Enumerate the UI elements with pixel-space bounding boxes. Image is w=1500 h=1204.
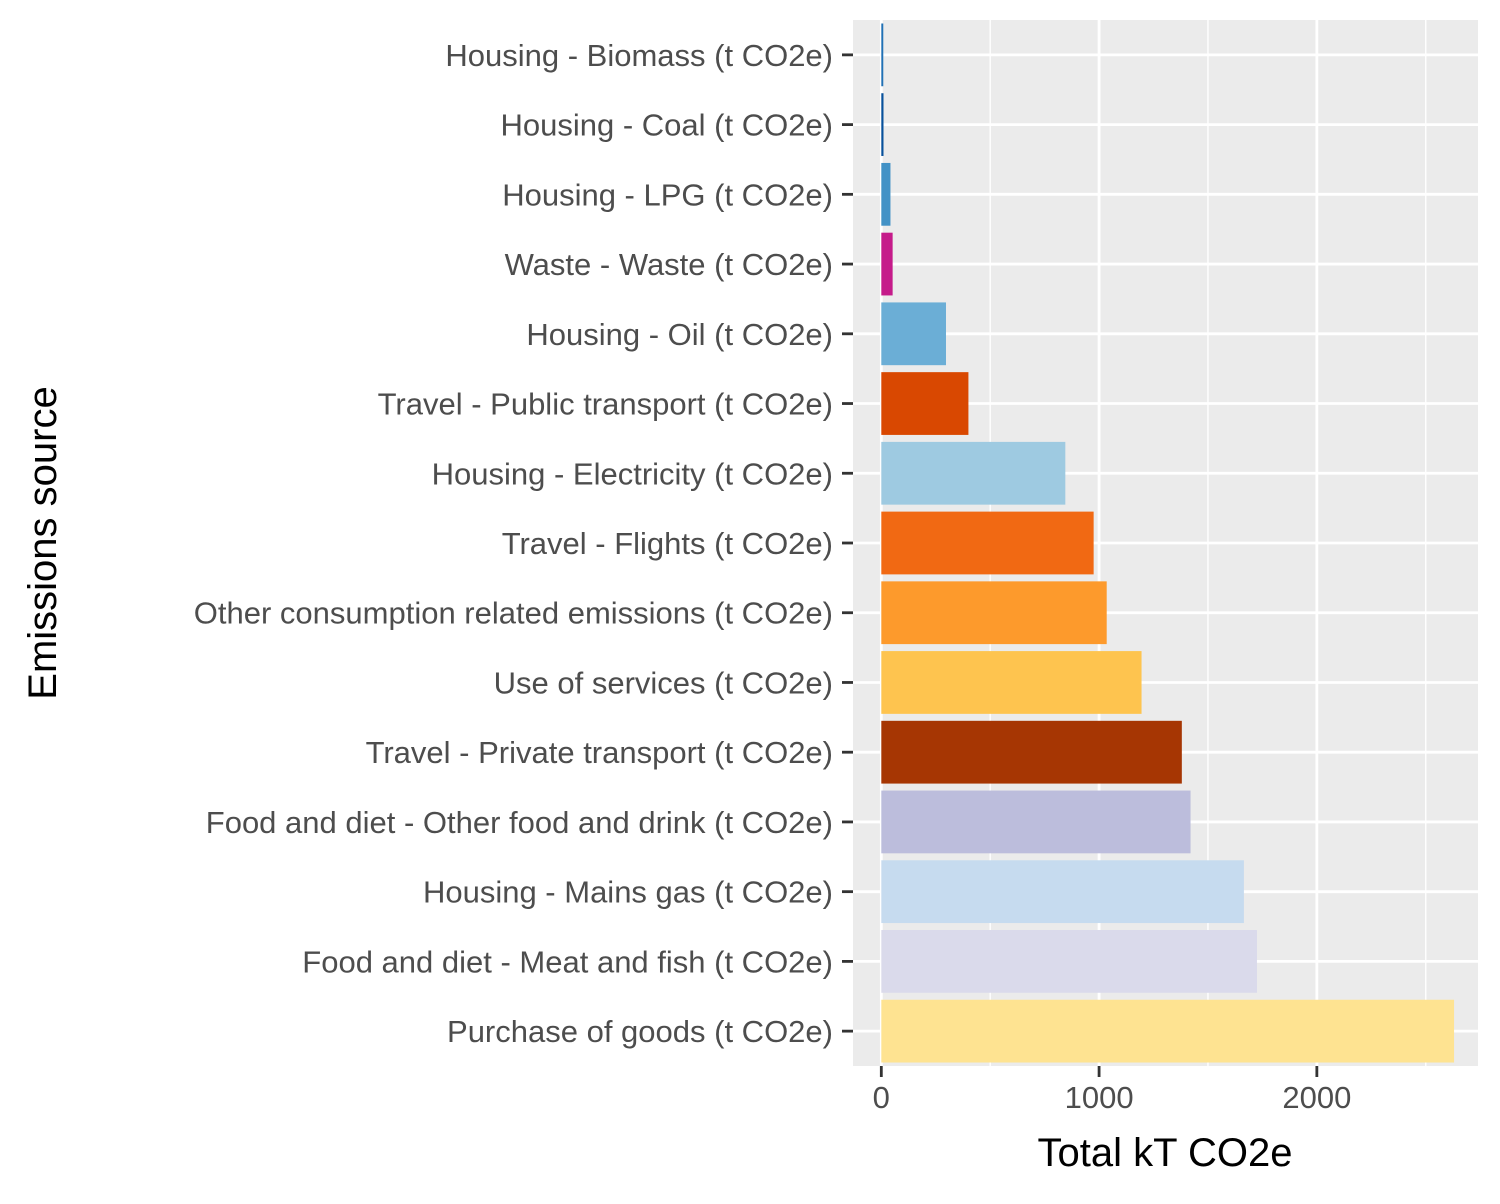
- y-tick-label: Food and diet - Meat and fish (t CO2e): [302, 944, 833, 979]
- y-tick-label: Use of services (t CO2e): [494, 665, 833, 700]
- y-tick-label: Travel - Flights (t CO2e): [502, 526, 833, 561]
- y-tick-label: Housing - Biomass (t CO2e): [445, 38, 833, 73]
- x-axis-title: Total kT CO2e: [1038, 1131, 1293, 1175]
- bar: [881, 162, 891, 226]
- y-tick-label: Housing - Electricity (t CO2e): [432, 456, 833, 491]
- bar: [881, 93, 884, 156]
- y-tick-label: Food and diet - Other food and drink (t …: [206, 805, 833, 840]
- y-tick-label: Housing - Coal (t CO2e): [500, 108, 833, 143]
- x-tick-label: 2000: [1282, 1080, 1351, 1115]
- y-tick-label: Purchase of goods (t CO2e): [447, 1014, 833, 1049]
- x-tick-label: 0: [873, 1080, 890, 1115]
- y-tick-label: Housing - Oil (t CO2e): [526, 317, 833, 352]
- y-tick-label: Housing - LPG (t CO2e): [502, 177, 833, 212]
- bar: [881, 581, 1107, 645]
- bar: [881, 232, 893, 296]
- bar: [881, 930, 1257, 993]
- bars: [881, 23, 1455, 1063]
- y-axis-title: Emissions source: [21, 386, 65, 699]
- y-tick-label: Housing - Mains gas (t CO2e): [423, 875, 833, 910]
- y-tick-label: Other consumption related emissions (t C…: [194, 596, 833, 631]
- y-axis: Housing - Biomass (t CO2e) Housing - Coal…: [194, 38, 853, 1049]
- major-gridlines: [853, 20, 1478, 1066]
- x-tick-label: 1000: [1065, 1080, 1134, 1115]
- x-axis: 0 1000 2000: [873, 1066, 1351, 1115]
- y-tick-label: Waste - Waste (t CO2e): [505, 247, 833, 282]
- bar: [881, 302, 946, 366]
- bar: [881, 860, 1244, 924]
- bar: [881, 441, 1066, 505]
- bar: [881, 372, 969, 435]
- bar: [881, 720, 1182, 784]
- y-tick-label: Travel - Private transport (t CO2e): [366, 735, 833, 770]
- bar: [881, 23, 884, 87]
- y-tick-label: Travel - Public transport (t CO2e): [378, 387, 833, 422]
- bar: [881, 651, 1142, 714]
- bar: [881, 511, 1094, 575]
- bar: [881, 999, 1455, 1063]
- bar: [881, 790, 1191, 854]
